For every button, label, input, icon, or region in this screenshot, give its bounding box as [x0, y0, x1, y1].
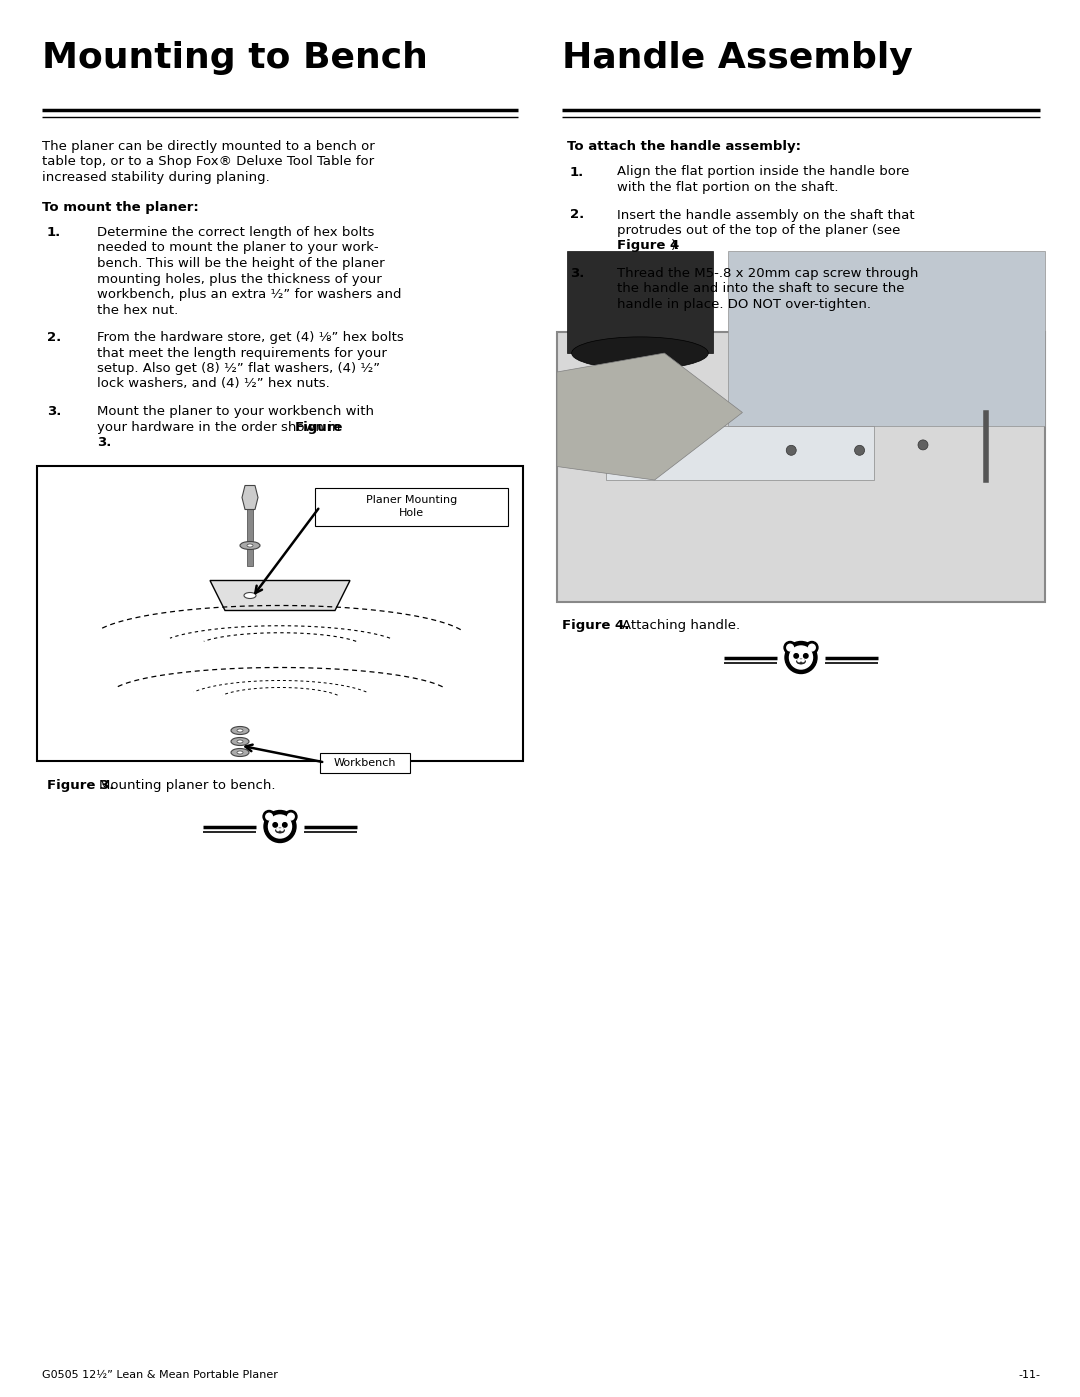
Circle shape [801, 659, 805, 662]
Text: the handle and into the shaft to secure the: the handle and into the shaft to secure … [617, 282, 905, 296]
Circle shape [283, 823, 287, 827]
Ellipse shape [797, 659, 806, 664]
Text: your hardware in the order shown in: your hardware in the order shown in [97, 420, 345, 433]
Circle shape [285, 810, 297, 823]
Polygon shape [606, 426, 874, 481]
Circle shape [281, 828, 283, 831]
Text: Figure 4.: Figure 4. [562, 619, 630, 633]
Ellipse shape [237, 752, 243, 754]
Ellipse shape [237, 729, 243, 732]
Circle shape [264, 810, 296, 842]
Text: Mount the planer to your workbench with: Mount the planer to your workbench with [97, 405, 374, 418]
Text: 1.: 1. [48, 226, 62, 239]
Circle shape [786, 644, 794, 651]
Polygon shape [242, 486, 258, 510]
Text: 2.: 2. [570, 208, 584, 222]
Bar [315, 488, 508, 525]
Text: Mounting to Bench: Mounting to Bench [42, 41, 428, 75]
Text: Align the flat portion inside the handle bore: Align the flat portion inside the handle… [617, 165, 909, 179]
Ellipse shape [571, 337, 708, 369]
Text: lock washers, and (4) ½” hex nuts.: lock washers, and (4) ½” hex nuts. [97, 377, 329, 391]
Circle shape [785, 641, 816, 673]
Text: Handle Assembly: Handle Assembly [562, 41, 913, 75]
Circle shape [809, 644, 815, 651]
Bar [320, 753, 410, 773]
Ellipse shape [247, 543, 253, 548]
Text: To attach the handle assembly:: To attach the handle assembly: [567, 140, 801, 154]
Circle shape [276, 828, 280, 831]
Text: increased stability during planing.: increased stability during planing. [42, 170, 270, 184]
Text: 3.: 3. [97, 436, 111, 448]
Text: with the flat portion on the shaft.: with the flat portion on the shaft. [617, 182, 838, 194]
Circle shape [264, 810, 275, 823]
Text: Mounting planer to bench.: Mounting planer to bench. [99, 778, 275, 792]
Text: Workbench: Workbench [334, 757, 396, 767]
Text: the hex nut.: the hex nut. [97, 303, 178, 317]
Text: table top, or to a Shop Fox® Deluxe Tool Table for: table top, or to a Shop Fox® Deluxe Tool… [42, 155, 374, 169]
Text: handle in place. DO NOT over-tighten.: handle in place. DO NOT over-tighten. [617, 298, 870, 312]
Polygon shape [210, 581, 350, 610]
Text: bench. This will be the height of the planer: bench. This will be the height of the pl… [97, 257, 384, 270]
Bar [37, 465, 523, 760]
Text: To mount the planer:: To mount the planer: [42, 201, 199, 214]
Text: The planer can be directly mounted to a bench or: The planer can be directly mounted to a … [42, 140, 375, 154]
Circle shape [918, 440, 928, 450]
Text: 2.: 2. [48, 331, 62, 344]
Bar [728, 250, 1045, 426]
Circle shape [287, 813, 294, 820]
Ellipse shape [244, 592, 256, 598]
Circle shape [798, 659, 800, 662]
Ellipse shape [275, 828, 284, 833]
Bar [557, 331, 1045, 602]
Ellipse shape [240, 542, 260, 549]
Text: setup. Also get (8) ½” flat washers, (4) ½”: setup. Also get (8) ½” flat washers, (4)… [97, 362, 380, 374]
Text: 3.: 3. [48, 405, 62, 418]
Text: Determine the correct length of hex bolts: Determine the correct length of hex bolt… [97, 226, 375, 239]
Text: Attaching handle.: Attaching handle. [622, 619, 740, 633]
Ellipse shape [237, 740, 243, 743]
Text: From the hardware store, get (4) ⅛” hex bolts: From the hardware store, get (4) ⅛” hex … [97, 331, 404, 344]
Text: Figure: Figure [295, 420, 343, 433]
Ellipse shape [231, 738, 249, 746]
Text: needed to mount the planer to your work-: needed to mount the planer to your work- [97, 242, 379, 254]
Circle shape [794, 654, 798, 658]
Circle shape [789, 645, 812, 669]
Text: 1.: 1. [570, 165, 584, 179]
Text: Figure 3.: Figure 3. [48, 778, 114, 792]
Polygon shape [557, 353, 742, 481]
Text: mounting holes, plus the thickness of your: mounting holes, plus the thickness of yo… [97, 272, 381, 285]
Text: workbench, plus an extra ½” for washers and: workbench, plus an extra ½” for washers … [97, 288, 402, 300]
Text: Figure 4: Figure 4 [617, 239, 679, 253]
Circle shape [273, 823, 278, 827]
Circle shape [269, 814, 292, 838]
Circle shape [266, 813, 272, 820]
Text: Insert the handle assembly on the shaft that: Insert the handle assembly on the shaft … [617, 208, 915, 222]
Text: ).: ). [671, 239, 680, 253]
Circle shape [806, 641, 818, 654]
Text: Thread the M5-.8 x 20mm cap screw through: Thread the M5-.8 x 20mm cap screw throug… [617, 267, 918, 279]
Bar [247, 500, 253, 566]
Text: G0505 12½” Lean & Mean Portable Planer: G0505 12½” Lean & Mean Portable Planer [42, 1370, 278, 1380]
Ellipse shape [231, 726, 249, 735]
Bar [567, 250, 713, 353]
Circle shape [804, 654, 808, 658]
Circle shape [784, 641, 796, 654]
Ellipse shape [231, 749, 249, 757]
Text: -11-: -11- [1018, 1370, 1040, 1380]
Text: 3.: 3. [570, 267, 584, 279]
Circle shape [786, 446, 796, 455]
Text: that meet the length requirements for your: that meet the length requirements for yo… [97, 346, 387, 359]
Text: Planer Mounting
Hole: Planer Mounting Hole [366, 496, 457, 518]
Circle shape [854, 446, 865, 455]
Text: protrudes out of the top of the planer (see: protrudes out of the top of the planer (… [617, 224, 901, 237]
